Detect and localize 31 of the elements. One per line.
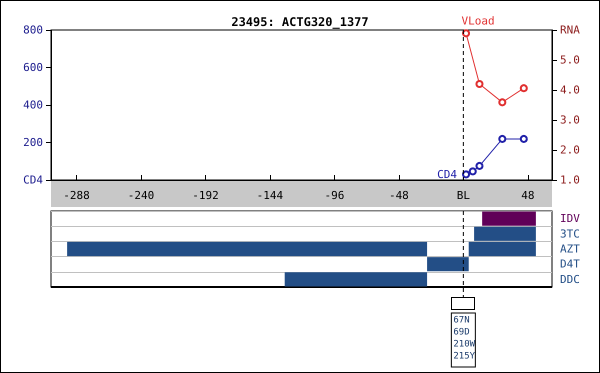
y-tick-label: DDC [560, 272, 580, 286]
x-tick-label: -48 [388, 189, 409, 202]
y2-tick-label: 5.0 [560, 54, 580, 66]
x-tick-label: -240 [128, 189, 154, 202]
y-tick-label: 200 [23, 136, 43, 149]
y2-tick-label: 1.0 [560, 174, 580, 186]
x-tick-label: -288 [63, 189, 90, 202]
x-tick-label: 48 [521, 189, 534, 202]
text: 210W [453, 340, 476, 350]
series-label: CD4 [437, 168, 458, 181]
y-tick-label: 400 [23, 98, 43, 112]
y2-tick-label: 4.0 [560, 84, 580, 96]
chart-title: 23495: ACTG320_1377 [231, 15, 369, 29]
x-tick-label: -144 [256, 189, 284, 202]
y-tick-label: D4T [560, 258, 580, 271]
y-tick-label: 600 [23, 61, 43, 74]
text: 69D [453, 328, 470, 338]
text: 215Y [453, 352, 476, 362]
x-tick-label: -96 [324, 189, 344, 202]
y-tick-label: 3TC [560, 227, 580, 240]
y2-tick-label: RNA [560, 24, 580, 36]
y2-tick-label: 3.0 [560, 114, 580, 126]
series-label: VLoad [461, 14, 495, 28]
text: 67N [453, 316, 470, 326]
y-tick-label: 800 [23, 24, 43, 36]
y-tick-label: CD4 [23, 174, 44, 186]
y-tick-label: AZT [560, 242, 580, 256]
x-tick-label: BL [456, 189, 470, 202]
y-tick-label: IDV [560, 212, 580, 226]
x-tick-label: -192 [192, 189, 219, 202]
y2-tick-label: 2.0 [560, 144, 580, 156]
